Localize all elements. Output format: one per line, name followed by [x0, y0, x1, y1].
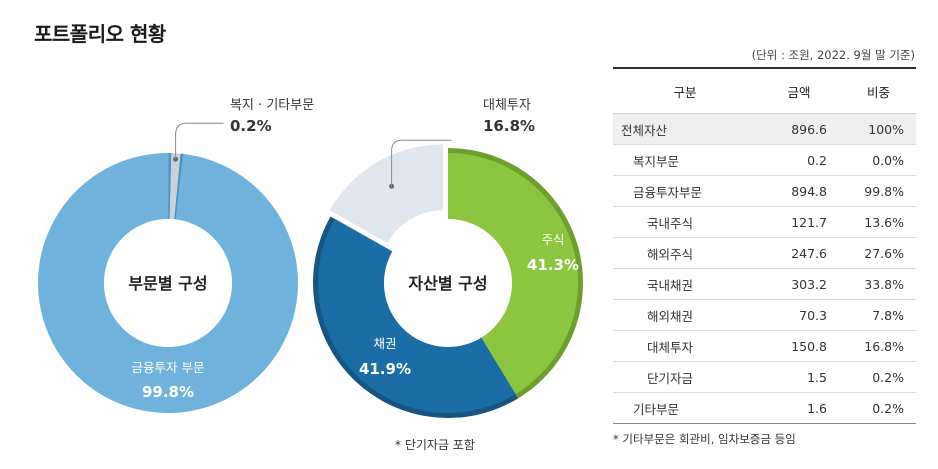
slice-value-finance: 99.8% — [142, 383, 194, 401]
donut-hole — [384, 219, 512, 347]
slice-welfare-other — [169, 153, 181, 220]
row-amount: 150.8 — [757, 330, 841, 362]
row-share: 13.6% — [841, 206, 916, 238]
row-share: 0.2% — [841, 361, 916, 393]
table-row: 해외채권 70.3 7.8% — [613, 299, 916, 331]
table-row: 단기자금 1.5 0.2% — [613, 361, 916, 393]
table-row: 복지부문 0.2 0.0% — [613, 144, 916, 176]
page-title: 포트폴리오 현황 — [34, 22, 166, 46]
header-amount: 금액 — [757, 67, 841, 114]
row-share: 27.6% — [841, 237, 916, 269]
leader-line — [175, 122, 224, 160]
header-category: 구분 — [613, 67, 757, 114]
table-row: 국내주식 121.7 13.6% — [613, 206, 916, 238]
row-name: 단기자금 — [613, 361, 757, 393]
row-share: 16.8% — [841, 330, 916, 362]
row-name: 금융투자부문 — [613, 175, 757, 207]
row-name: 대체투자 — [613, 330, 757, 362]
donut-asset-composition: 자산별 구성 주식 41.3% 채권 41.9% 대체투자 16.8% — [313, 98, 583, 418]
slice-finance — [37, 152, 298, 414]
row-amount: 121.7 — [757, 206, 841, 238]
row-name: 해외채권 — [613, 299, 757, 331]
row-share: 99.8% — [841, 175, 916, 207]
row-name: 기타부문 — [613, 392, 757, 424]
portfolio-table: 구분 금액 비중 전체자산 896.6 100% 복지부문 0.2 0.0% 금융투자부문 8… — [613, 67, 916, 424]
row-name: 국내채권 — [613, 268, 757, 300]
row-name: 해외주식 — [613, 237, 757, 269]
callout-alternative-label: 대체투자 — [483, 98, 531, 113]
header-share: 비중 — [841, 67, 916, 114]
table-row: 전체자산 896.6 100% — [613, 113, 916, 145]
slice-alternative-group — [329, 144, 443, 243]
row-share: 33.8% — [841, 268, 916, 300]
leader-line — [391, 139, 452, 187]
slice-seam — [168, 153, 172, 220]
slice-label-bond: 채권 — [373, 336, 396, 351]
donut-title: 자산별 구성 — [408, 274, 487, 293]
callout-welfare-label: 복지 · 기타부문 — [230, 98, 314, 113]
slice-stock — [448, 153, 578, 395]
row-share: 0.2% — [841, 392, 916, 424]
row-name: 복지부문 — [613, 144, 757, 176]
donut-footnote: * 단기자금 포함 — [395, 438, 475, 452]
row-amount: 894.8 — [757, 175, 841, 207]
row-name: 국내주식 — [613, 206, 757, 238]
row-share: 7.8% — [841, 299, 916, 331]
slice-seam — [174, 153, 184, 220]
row-share: 0.0% — [841, 144, 916, 176]
slice-label-finance: 금융투자 부문 — [132, 360, 205, 375]
table-footnote: * 기타부문은 회관비, 임차보증금 등임 — [613, 432, 796, 446]
row-amount: 247.6 — [757, 237, 841, 269]
slice-alternative — [329, 144, 443, 243]
table-row: 대체투자 150.8 16.8% — [613, 330, 916, 362]
slice-bond — [317, 218, 516, 413]
row-name: 전체자산 — [613, 113, 757, 145]
slice-label-stock: 주식 — [541, 232, 564, 247]
donut-title: 부문별 구성 — [128, 274, 207, 293]
table-header-row: 구분 금액 비중 — [613, 67, 916, 114]
row-amount: 896.6 — [757, 113, 841, 145]
row-amount: 1.5 — [757, 361, 841, 393]
callout-alternative-value: 16.8% — [483, 117, 535, 135]
row-amount: 70.3 — [757, 299, 841, 331]
slice-value-bond: 41.9% — [359, 360, 411, 378]
table-row: 기타부문 1.6 0.2% — [613, 392, 916, 424]
row-share: 100% — [841, 113, 916, 145]
table-row: 해외주식 247.6 27.6% — [613, 237, 916, 269]
row-amount: 303.2 — [757, 268, 841, 300]
donut-hole — [104, 219, 232, 347]
table-row: 금융투자부문 894.8 99.8% — [613, 175, 916, 207]
table-row: 국내채권 303.2 33.8% — [613, 268, 916, 300]
unit-note: (단위 : 조원, 2022. 9월 말 기준) — [751, 48, 915, 62]
row-amount: 0.2 — [757, 144, 841, 176]
row-amount: 1.6 — [757, 392, 841, 424]
callout-welfare-value: 0.2% — [230, 117, 272, 135]
slice-value-stock: 41.3% — [527, 256, 579, 274]
